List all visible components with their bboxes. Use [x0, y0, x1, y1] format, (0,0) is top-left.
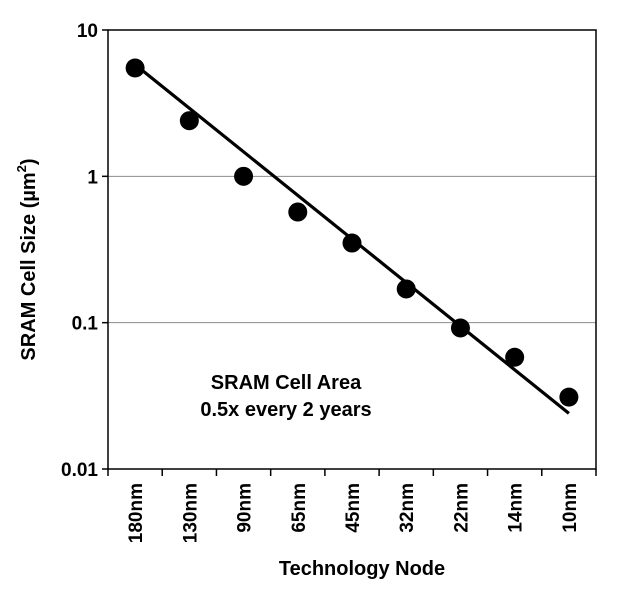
- x-tick-label: 180nm: [126, 483, 147, 543]
- data-point: [342, 233, 362, 253]
- data-point: [505, 347, 525, 367]
- data-point: [125, 58, 145, 78]
- x-tick-label: 90nm: [235, 483, 256, 533]
- y-tick-label: 0.01: [61, 460, 98, 481]
- y-axis-title-close: ): [18, 158, 40, 165]
- gridlines: [108, 175, 596, 324]
- x-tick-label: 14nm: [506, 483, 527, 533]
- y-axis-title-main: SRAM Cell Size (µm: [18, 172, 40, 360]
- x-tick-label: 22nm: [451, 483, 472, 533]
- y-axis-title: SRAM Cell Size (µm2): [14, 158, 40, 360]
- y-axis-ticks: 10 1 0.1 0.01: [61, 21, 108, 481]
- data-point: [396, 279, 416, 299]
- x-axis-ticks: 180nm 130nm 90nm 65nm 45nm 32nm 22nm 14nm 10nm: [107, 469, 597, 543]
- data-points: [125, 58, 579, 407]
- annotation-line-1: SRAM Cell Area: [211, 372, 362, 394]
- x-tick-label: 45nm: [343, 483, 364, 533]
- y-tick-label: 10: [77, 21, 98, 42]
- y-axis-title-superscript: 2: [14, 165, 29, 172]
- data-point: [559, 387, 579, 407]
- x-axis-title: Technology Node: [279, 558, 445, 580]
- data-point: [234, 166, 254, 186]
- data-point: [179, 111, 199, 131]
- x-tick-label: 130nm: [180, 483, 201, 543]
- x-tick-label: 65nm: [289, 483, 310, 533]
- annotation-line-2: 0.5x every 2 years: [200, 399, 371, 421]
- y-tick-label: 1: [87, 167, 98, 188]
- plot-frame: [107, 29, 597, 470]
- x-tick-label: 10nm: [560, 483, 581, 533]
- data-point: [288, 202, 308, 222]
- x-tick-label: 32nm: [397, 483, 418, 533]
- data-point: [450, 318, 470, 338]
- y-tick-label: 0.1: [72, 314, 99, 335]
